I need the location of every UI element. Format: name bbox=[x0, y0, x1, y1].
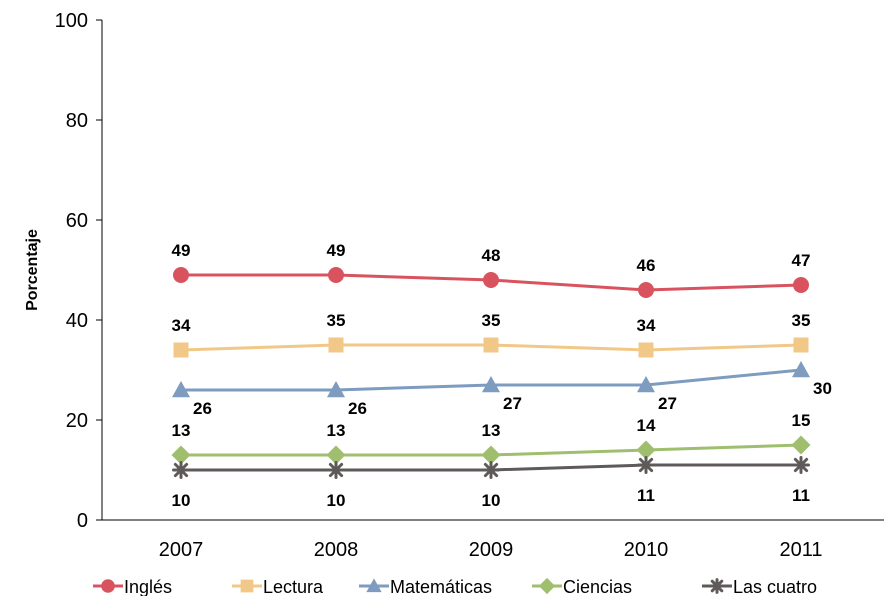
y-tick-label: 40 bbox=[66, 310, 88, 332]
data-label-lectura: 35 bbox=[482, 311, 501, 330]
data-point-matematicas bbox=[172, 381, 190, 398]
marker-stroke bbox=[483, 462, 499, 478]
data-point-las-cuatro bbox=[327, 461, 345, 479]
data-point-ciencias bbox=[171, 445, 191, 465]
legend-marker bbox=[101, 579, 115, 593]
data-point-matematicas bbox=[482, 376, 500, 393]
data-label-ciencias: 13 bbox=[482, 421, 501, 440]
marker-stroke bbox=[710, 579, 724, 593]
data-label-las-cuatro: 11 bbox=[637, 486, 655, 505]
data-point-matematicas bbox=[792, 361, 810, 378]
legend: Inglés Lectura Matemáticas Ciencias Las cuat… bbox=[93, 577, 817, 596]
data-point-las-cuatro bbox=[172, 461, 190, 479]
legend-item-lectura: Lectura bbox=[232, 577, 324, 596]
data-point-lectura bbox=[638, 342, 654, 358]
data-point-ciencias bbox=[636, 440, 656, 460]
data-label-las-cuatro: 11 bbox=[792, 486, 810, 505]
x-tick-label: 2008 bbox=[314, 539, 359, 561]
y-tick-label: 0 bbox=[77, 510, 88, 532]
series-group bbox=[171, 267, 811, 479]
legend-item-las-cuatro: Las cuatro bbox=[702, 577, 817, 596]
data-point-las-cuatro bbox=[482, 461, 500, 479]
legend-marker bbox=[538, 577, 556, 595]
data-point-matematicas bbox=[637, 376, 655, 393]
data-point-las-cuatro bbox=[637, 456, 655, 474]
data-label-ciencias: 13 bbox=[172, 421, 191, 440]
legend-label: Matemáticas bbox=[390, 577, 492, 596]
data-point-lectura bbox=[328, 337, 344, 353]
data-point-ingles bbox=[638, 282, 654, 298]
y-tick-label: 80 bbox=[66, 110, 88, 132]
data-label-ingles: 49 bbox=[172, 241, 191, 260]
series-lectura bbox=[173, 337, 809, 358]
data-point-ciencias bbox=[791, 435, 811, 455]
legend-marker bbox=[709, 578, 725, 594]
legend-label: Las cuatro bbox=[733, 577, 817, 596]
data-label-las-cuatro: 10 bbox=[172, 491, 191, 510]
data-point-matematicas bbox=[327, 381, 345, 398]
series-ingles bbox=[173, 267, 809, 298]
y-tick-label: 100 bbox=[55, 10, 88, 32]
data-label-matematicas: 26 bbox=[193, 399, 212, 418]
marker-stroke bbox=[173, 462, 189, 478]
data-point-lectura bbox=[173, 342, 189, 358]
marker-stroke bbox=[793, 457, 809, 473]
legend-marker bbox=[366, 578, 382, 593]
data-label-ingles: 47 bbox=[792, 251, 811, 270]
series-las-cuatro bbox=[172, 456, 810, 479]
data-point-ingles bbox=[328, 267, 344, 283]
legend-label: Inglés bbox=[124, 577, 172, 596]
legend-item-ingles: Inglés bbox=[93, 577, 172, 596]
series-matematicas bbox=[172, 361, 810, 398]
data-label-lectura: 34 bbox=[637, 316, 656, 335]
x-tick-label: 2007 bbox=[159, 539, 204, 561]
data-label-lectura: 35 bbox=[792, 311, 811, 330]
data-label-ciencias: 15 bbox=[792, 411, 811, 430]
data-label-lectura: 35 bbox=[327, 311, 346, 330]
data-point-ingles bbox=[793, 277, 809, 293]
x-tick-label: 2010 bbox=[624, 539, 669, 561]
data-label-las-cuatro: 10 bbox=[482, 491, 501, 510]
axes: 0 20 40 60 80 100 2007 2008 2009 2010 2011 bbox=[55, 10, 884, 561]
data-label-ciencias: 14 bbox=[637, 416, 656, 435]
legend-label: Lectura bbox=[263, 577, 324, 596]
y-tick-label: 20 bbox=[66, 410, 88, 432]
data-point-ciencias bbox=[326, 445, 346, 465]
data-label-lectura: 34 bbox=[172, 316, 191, 335]
legend-marker bbox=[240, 579, 254, 593]
data-label-matematicas: 27 bbox=[658, 394, 677, 413]
x-tick-label: 2009 bbox=[469, 539, 514, 561]
data-label-ciencias: 13 bbox=[327, 421, 346, 440]
x-tick-label: 2011 bbox=[779, 539, 822, 561]
data-label-las-cuatro: 10 bbox=[327, 491, 346, 510]
data-label-ingles: 48 bbox=[482, 246, 501, 265]
legend-item-ciencias: Ciencias bbox=[532, 577, 632, 596]
data-label-ingles: 46 bbox=[637, 256, 656, 275]
data-label-matematicas: 30 bbox=[813, 379, 832, 398]
data-point-lectura bbox=[483, 337, 499, 353]
data-label-matematicas: 26 bbox=[348, 399, 367, 418]
data-point-lectura bbox=[793, 337, 809, 353]
data-point-ingles bbox=[483, 272, 499, 288]
series-ciencias bbox=[171, 435, 811, 465]
data-point-ingles bbox=[173, 267, 189, 283]
data-label-matematicas: 27 bbox=[503, 394, 522, 413]
legend-item-matematicas: Matemáticas bbox=[359, 577, 492, 596]
y-axis-label: Porcentaje bbox=[24, 229, 41, 311]
marker-stroke bbox=[638, 457, 654, 473]
y-tick-label: 60 bbox=[66, 210, 88, 232]
marker-stroke bbox=[328, 462, 344, 478]
data-label-ingles: 49 bbox=[327, 241, 346, 260]
data-point-ciencias bbox=[481, 445, 501, 465]
legend-label: Ciencias bbox=[563, 577, 632, 596]
data-point-las-cuatro bbox=[792, 456, 810, 474]
data-labels: 49 49 48 46 47 34 35 35 34 35 26 26 27 27 30 13 13 13 14 15… bbox=[172, 241, 832, 510]
